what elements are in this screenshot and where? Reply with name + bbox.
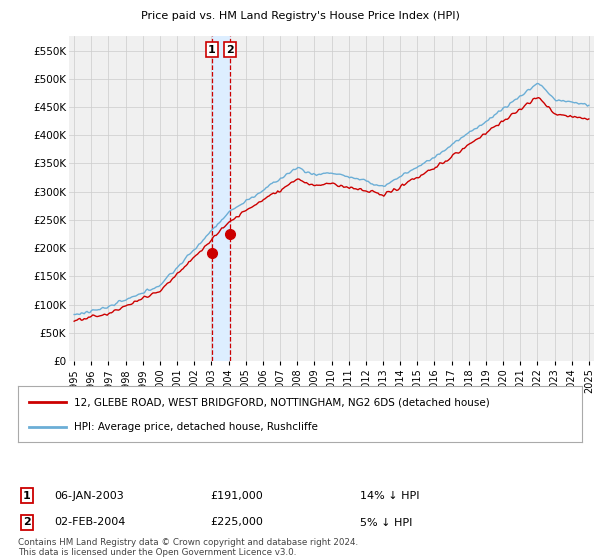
Text: 12, GLEBE ROAD, WEST BRIDGFORD, NOTTINGHAM, NG2 6DS (detached house): 12, GLEBE ROAD, WEST BRIDGFORD, NOTTINGH… <box>74 397 490 407</box>
Bar <box>212 36 230 361</box>
Text: 14% ↓ HPI: 14% ↓ HPI <box>360 491 419 501</box>
Text: HPI: Average price, detached house, Rushcliffe: HPI: Average price, detached house, Rush… <box>74 422 318 432</box>
Text: £225,000: £225,000 <box>210 517 263 528</box>
Text: 02-FEB-2004: 02-FEB-2004 <box>54 517 125 528</box>
Text: 06-JAN-2003: 06-JAN-2003 <box>54 491 124 501</box>
Text: 1: 1 <box>23 491 31 501</box>
Text: 2: 2 <box>23 517 31 528</box>
Text: 1: 1 <box>208 45 215 54</box>
Text: 2: 2 <box>226 45 234 54</box>
Text: Contains HM Land Registry data © Crown copyright and database right 2024.
This d: Contains HM Land Registry data © Crown c… <box>18 538 358 557</box>
Text: £191,000: £191,000 <box>210 491 263 501</box>
Text: Price paid vs. HM Land Registry's House Price Index (HPI): Price paid vs. HM Land Registry's House … <box>140 11 460 21</box>
Text: 5% ↓ HPI: 5% ↓ HPI <box>360 517 412 528</box>
